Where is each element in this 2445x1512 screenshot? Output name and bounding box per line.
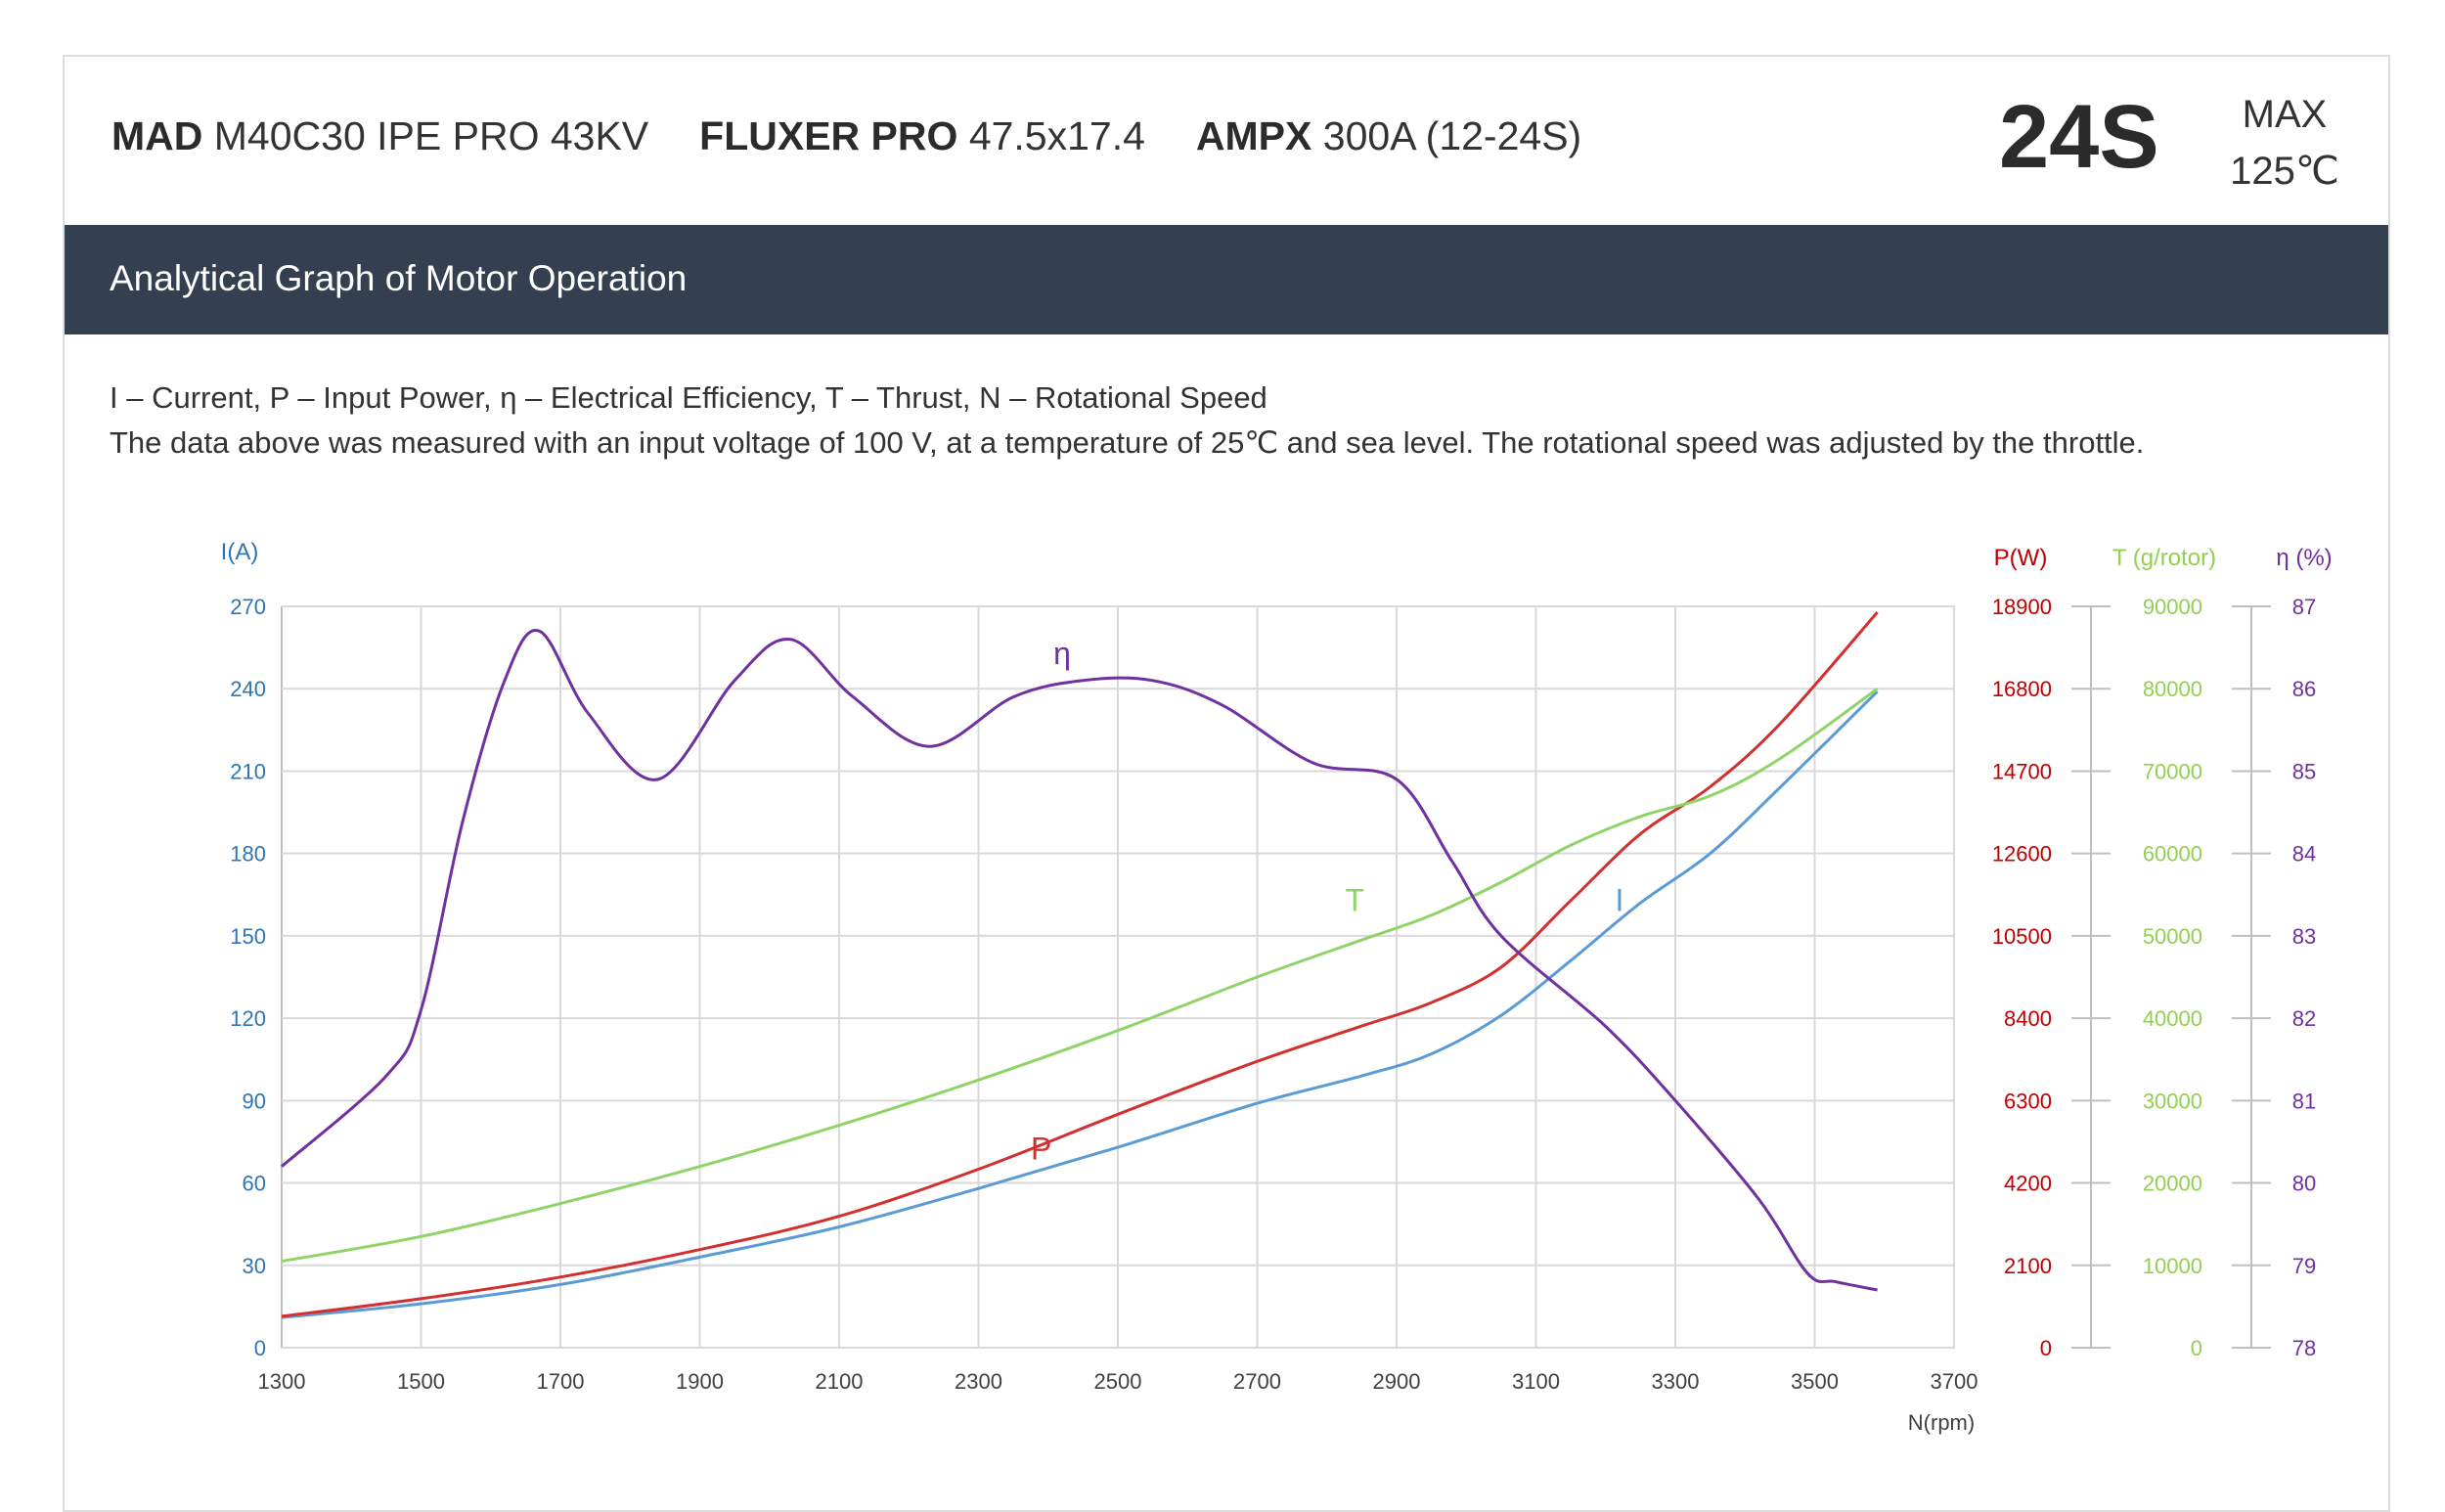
x-tick-label: 2100 (816, 1369, 864, 1394)
efficiency-tick-label: 82 (2292, 1006, 2316, 1031)
power-tick-label: 12600 (1992, 842, 2052, 867)
x-tick-label: 1300 (258, 1369, 306, 1394)
power-tick-label: 4200 (2004, 1172, 2052, 1196)
x-tick-label: 1700 (537, 1369, 585, 1394)
thrust-axis-label: T (g/rotor) (2112, 545, 2216, 571)
x-tick-label: 1500 (397, 1369, 445, 1394)
max-temp: MAX 125℃ (2226, 86, 2343, 200)
current-tick-label: 60 (243, 1172, 266, 1196)
thrust-series-line (281, 687, 1879, 1264)
current-tick-label: 180 (230, 842, 266, 867)
current-tick-label: 120 (230, 1006, 266, 1031)
thrust-tick-label: 20000 (2143, 1172, 2202, 1196)
power-tick-label: 10500 (1992, 924, 2052, 949)
current-tick-label: 240 (230, 677, 266, 701)
efficiency-tick-label: 79 (2292, 1254, 2316, 1278)
voltage-badge: 24S (1999, 87, 2159, 187)
max-temp-value: 125℃ (2230, 150, 2339, 193)
current-tick-label: 90 (243, 1089, 266, 1113)
power-series-line (281, 611, 1879, 1318)
thrust-tick-label: 70000 (2143, 759, 2202, 783)
thrust-series-annotation: T (1345, 883, 1364, 918)
thrust-tick-label: 30000 (2143, 1089, 2202, 1113)
thrust-tick-label: 50000 (2143, 924, 2202, 949)
x-tick-label: 1900 (676, 1369, 724, 1394)
header: MAD M40C30 IPE PRO 43KV FLUXER PRO 47.5x1… (65, 57, 2388, 225)
efficiency-tick-label: 80 (2292, 1172, 2316, 1196)
x-tick-label: 3500 (1791, 1369, 1839, 1394)
efficiency-tick-label: 78 (2292, 1336, 2316, 1360)
thrust-tick-label: 90000 (2143, 595, 2202, 619)
efficiency-tick-label: 86 (2292, 677, 2316, 701)
power-tick-label: 18900 (1992, 595, 2052, 619)
note-line: The data above was measured with an inpu… (110, 425, 2145, 460)
chart-description: I – Current, P – Input Power, η – Electr… (110, 376, 2144, 466)
efficiency-tick-label: 84 (2292, 842, 2316, 867)
x-tick-label: 3700 (1931, 1369, 1978, 1394)
motor-spec-card: MAD M40C30 IPE PRO 43KV FLUXER PRO 47.5x1… (63, 55, 2390, 1512)
current-tick-label: 210 (230, 759, 266, 783)
x-tick-label: 3100 (1512, 1369, 1560, 1394)
x-tick-label: 2500 (1094, 1369, 1142, 1394)
section-banner: Analytical Graph of Motor Operation (65, 225, 2388, 334)
legend-line: I – Current, P – Input Power, η – Electr… (110, 380, 1267, 415)
product-title: MAD M40C30 IPE PRO 43KV FLUXER PRO 47.5x1… (111, 113, 1632, 159)
current-tick-label: 30 (243, 1254, 266, 1278)
esc-name: AMPX 300A (12-24S) (1195, 113, 1582, 158)
efficiency-axis-label: η (%) (2276, 545, 2332, 571)
x-tick-label: 2900 (1373, 1369, 1421, 1394)
thrust-tick-label: 10000 (2143, 1254, 2202, 1278)
efficiency-tick-label: 87 (2292, 595, 2316, 619)
thrust-tick-label: 0 (2191, 1336, 2202, 1360)
thrust-tick-label: 80000 (2143, 677, 2202, 701)
power-axis-label: P(W) (1994, 545, 2048, 571)
x-tick-label: 2700 (1233, 1369, 1281, 1394)
power-tick-label: 2100 (2004, 1254, 2052, 1278)
x-tick-label: 3300 (1652, 1369, 1700, 1394)
power-tick-label: 14700 (1992, 759, 2052, 783)
current-tick-label: 0 (254, 1336, 266, 1360)
efficiency-tick-label: 81 (2292, 1089, 2316, 1113)
thrust-tick-label: 60000 (2143, 842, 2202, 867)
current-tick-label: 270 (230, 595, 266, 619)
power-tick-label: 8400 (2004, 1006, 2052, 1031)
propeller-name: FLUXER PRO 47.5x17.4 (699, 113, 1145, 158)
thrust-tick-label: 40000 (2143, 1006, 2202, 1031)
x-axis-label: N(rpm) (1908, 1410, 1975, 1435)
power-tick-label: 16800 (1992, 677, 2052, 701)
x-tick-label: 2300 (955, 1369, 1002, 1394)
current-tick-label: 150 (230, 924, 266, 949)
power-tick-label: 0 (2040, 1336, 2052, 1360)
power-series-annotation: P (1031, 1131, 1051, 1166)
efficiency-tick-label: 85 (2292, 759, 2316, 783)
efficiency-tick-label: 83 (2292, 924, 2316, 949)
max-label: MAX (2242, 93, 2328, 136)
current-series-line (281, 689, 1879, 1319)
current-series-annotation: I (1616, 883, 1624, 918)
section-title: Analytical Graph of Motor Operation (110, 258, 688, 298)
efficiency-series-line (281, 629, 1878, 1292)
motor-name: MAD M40C30 IPE PRO 43KV (111, 113, 649, 158)
current-axis-label: I(A) (221, 539, 259, 565)
efficiency-series-annotation: η (1053, 636, 1071, 671)
power-tick-label: 6300 (2004, 1089, 2052, 1113)
